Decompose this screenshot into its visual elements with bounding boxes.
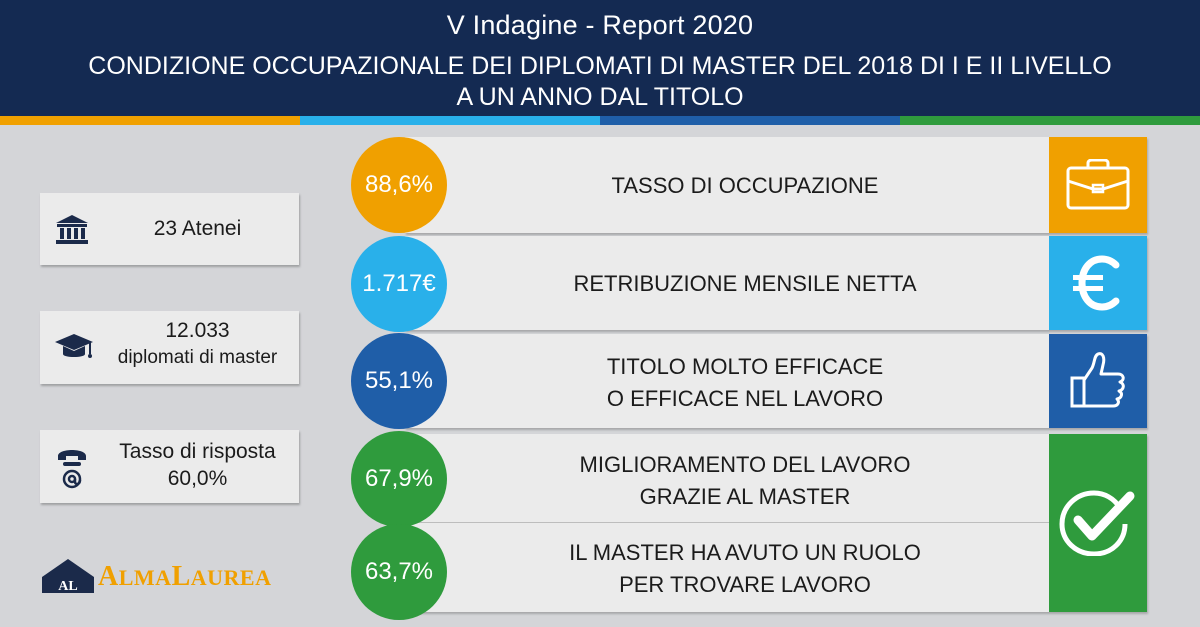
stripe-orange: [0, 116, 300, 125]
euro-icon: [1073, 255, 1120, 311]
value-circle-retribuzione: 1.717€: [351, 236, 447, 332]
almalaurea-logo: AL ALMALAUREA: [40, 555, 300, 595]
diplomati-count: 12.033: [165, 319, 230, 342]
value-circle-efficacia: 55,1%: [351, 333, 447, 429]
label-text: IL MASTER HA AVUTO UN RUOLO: [569, 540, 921, 565]
info-atenei: 23 Atenei: [40, 193, 299, 265]
label-retribuzione: RETRIBUZIONE MENSILE NETTA: [445, 268, 1045, 300]
row-divider: [405, 522, 1050, 523]
label-text: RETRIBUZIONE MENSILE NETTA: [573, 271, 917, 296]
almalaurea-mark-icon: AL: [42, 559, 94, 594]
risposta-value: 60,0%: [167, 467, 228, 490]
value-circle-ruolo: 63,7%: [351, 524, 447, 620]
stripe-lightblue: [300, 116, 600, 125]
label-text: GRAZIE AL MASTER: [639, 484, 851, 509]
checkmark-icon: [1059, 490, 1135, 556]
label-text: O EFFICACE NEL LAVORO: [606, 386, 884, 411]
stripe-green: [900, 116, 1200, 125]
thumbs-up-icon: [1070, 352, 1125, 408]
diplomati-label: diplomati di master: [117, 347, 278, 368]
label-text: PER TROVARE LAVORO: [619, 572, 871, 597]
report-subtitle-line2: A UN ANNO DAL TITOLO: [456, 83, 744, 111]
row-efficacia: [405, 334, 1147, 428]
checkmark-tile: [1049, 434, 1147, 612]
info-diplomati: 12.033 diplomati di master: [40, 311, 299, 384]
almalaurea-wordmark: ALMALAUREA: [98, 561, 272, 592]
stripe-blue: [600, 116, 900, 125]
briefcase-tile: [1049, 137, 1147, 233]
label-text: TITOLO MOLTO EFFICACE: [606, 354, 884, 379]
label-occupazione: TASSO DI OCCUPAZIONE: [445, 170, 1045, 202]
info-risposta: Tasso di risposta 60,0%: [40, 430, 299, 503]
label-miglioramento: MIGLIORAMENTO DEL LAVORO GRAZIE AL MASTE…: [445, 449, 1045, 513]
euro-tile: [1049, 236, 1147, 330]
label-ruolo: IL MASTER HA AVUTO UN RUOLO PER TROVARE …: [445, 537, 1045, 601]
risposta-label: Tasso di risposta: [119, 440, 276, 463]
phone-at-icon: [54, 444, 90, 495]
label-text: TASSO DI OCCUPAZIONE: [611, 173, 879, 198]
label-efficacia: TITOLO MOLTO EFFICACE O EFFICACE NEL LAV…: [445, 351, 1045, 415]
report-subtitle: CONDIZIONE OCCUPAZIONALE DEI DIPLOMATI D…: [88, 52, 1112, 80]
row-miglioramento: [405, 434, 1147, 612]
atenei-count: 23 Atenei: [153, 217, 242, 240]
thumbs-up-tile: [1049, 334, 1147, 428]
svg-text:AL: AL: [58, 579, 77, 594]
value-circle-occupazione: 88,6%: [351, 137, 447, 233]
briefcase-icon: [1066, 159, 1130, 210]
report-title: V Indagine - Report 2020: [446, 10, 754, 40]
row-retribuzione: [405, 236, 1147, 330]
university-building-icon: [54, 213, 90, 250]
row-occupazione: [405, 137, 1147, 233]
header-banner: V Indagine - Report 2020 CONDIZIONE OCCU…: [0, 0, 1200, 116]
graduation-cap-icon: [54, 331, 94, 368]
value-circle-miglioramento: 67,9%: [351, 431, 447, 527]
label-text: MIGLIORAMENTO DEL LAVORO: [579, 452, 911, 477]
